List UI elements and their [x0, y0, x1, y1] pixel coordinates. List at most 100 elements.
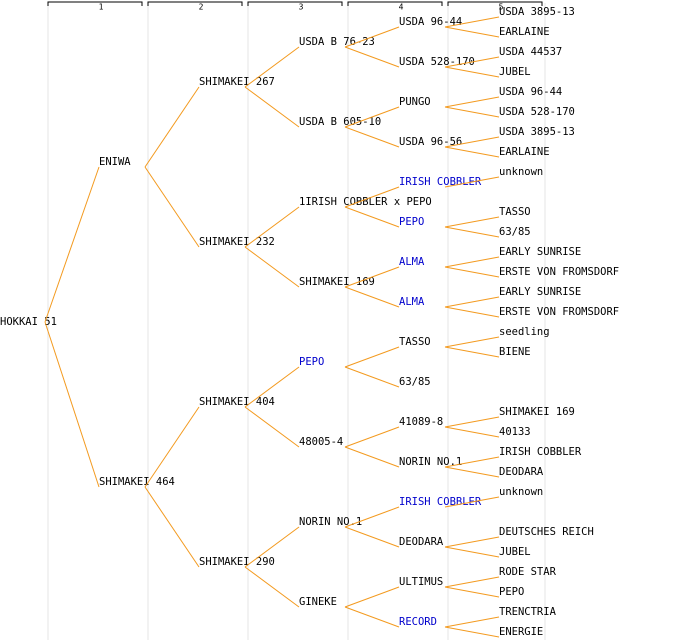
node-label: GINEKE [299, 596, 337, 608]
link [444, 616, 500, 628]
link [444, 416, 500, 428]
link [44, 166, 100, 323]
node-label: 48005-4 [299, 436, 343, 448]
node-label: ALMA [399, 256, 425, 268]
node-label: 1IRISH COBBLER x PEPO [299, 196, 432, 208]
node-label: SHIMAKEI 267 [199, 76, 275, 88]
node-label: EARLAINE [499, 146, 550, 158]
link [344, 366, 400, 388]
node-label: USDA 96-56 [399, 136, 462, 148]
link [344, 266, 400, 288]
link [344, 506, 400, 528]
link [244, 366, 300, 408]
node-label: ENERGIE [499, 626, 543, 638]
link [344, 126, 400, 148]
node-label: seedling [499, 326, 550, 338]
link [444, 426, 500, 438]
node-label: RECORD [399, 616, 437, 628]
node-label: ERSTE VON FROMSDORF [499, 306, 619, 318]
link [444, 306, 500, 318]
link [444, 296, 500, 308]
node-label: USDA 528-170 [499, 106, 575, 118]
node-label: TASSO [399, 336, 431, 348]
link [344, 346, 400, 368]
node-label: USDA 3895-13 [499, 6, 575, 18]
node-label: USDA 528-170 [399, 56, 475, 68]
column-bracket [347, 1, 443, 6]
node-label: SHIMAKEI 232 [199, 236, 275, 248]
link [444, 146, 500, 158]
node-label: TRENCTRIA [499, 606, 557, 618]
link [444, 26, 500, 38]
node-label: ALMA [399, 296, 425, 308]
node-label: USDA 44537 [499, 46, 562, 58]
link [444, 546, 500, 558]
node-label: IRISH COBBLER [399, 176, 482, 188]
link [444, 586, 500, 598]
node-label: unknown [499, 166, 543, 178]
link [444, 226, 500, 238]
link [244, 566, 300, 608]
node-label: IRISH COBBLER [499, 446, 582, 458]
link [444, 336, 500, 348]
link [244, 206, 300, 248]
node-label: unknown [499, 486, 543, 498]
column-bracket [447, 1, 543, 6]
node-label: EARLAINE [499, 26, 550, 38]
node-label: EARLY SUNRISE [499, 286, 581, 298]
link [144, 486, 200, 568]
link [344, 206, 400, 228]
node-label: PEPO [499, 586, 524, 598]
column-bracket [147, 1, 243, 6]
node-label: NORIN NO.1 [399, 456, 462, 468]
link [344, 426, 400, 448]
node-label: PUNGO [399, 96, 431, 108]
node-label: USDA 96-44 [399, 16, 462, 28]
node-label: SHIMAKEI 464 [99, 476, 175, 488]
link [444, 96, 500, 108]
node-label: 40133 [499, 426, 531, 438]
node-label: ERSTE VON FROMSDORF [499, 266, 619, 278]
link [244, 246, 300, 288]
column-bracket [47, 1, 143, 6]
link [344, 286, 400, 308]
link [344, 26, 400, 48]
node-label: USDA 3895-13 [499, 126, 575, 138]
link [444, 536, 500, 548]
node-label: BIENE [499, 346, 531, 358]
link [44, 321, 100, 488]
link [344, 586, 400, 608]
link [344, 186, 400, 208]
node-label: PEPO [399, 216, 424, 228]
link [344, 446, 400, 468]
column-number: 1 [99, 3, 104, 12]
node-label: JUBEL [499, 66, 531, 78]
link [444, 256, 500, 268]
node-label: RODE STAR [499, 566, 557, 578]
link [144, 166, 200, 248]
link [444, 466, 500, 478]
node-label: SHIMAKEI 290 [199, 556, 275, 568]
link [444, 346, 500, 358]
node-label: USDA B 605-10 [299, 116, 381, 128]
node-label: EARLY SUNRISE [499, 246, 581, 258]
node-label: JUBEL [499, 546, 531, 558]
node-label: SHIMAKEI 169 [299, 276, 375, 288]
link [444, 106, 500, 118]
link [344, 106, 400, 128]
node-label: ULTIMUS [399, 576, 443, 588]
node-label: DEODARA [399, 536, 444, 548]
link [144, 86, 200, 168]
link [344, 46, 400, 68]
link [244, 406, 300, 448]
node-label: USDA B 76-23 [299, 36, 375, 48]
column-bracket [247, 1, 343, 6]
link [444, 136, 500, 148]
node-label: 63/85 [399, 376, 431, 388]
node-label: NORIN NO.1 [299, 516, 362, 528]
link [244, 86, 300, 128]
column-number: 2 [199, 3, 204, 12]
link [444, 496, 500, 508]
link [444, 576, 500, 588]
